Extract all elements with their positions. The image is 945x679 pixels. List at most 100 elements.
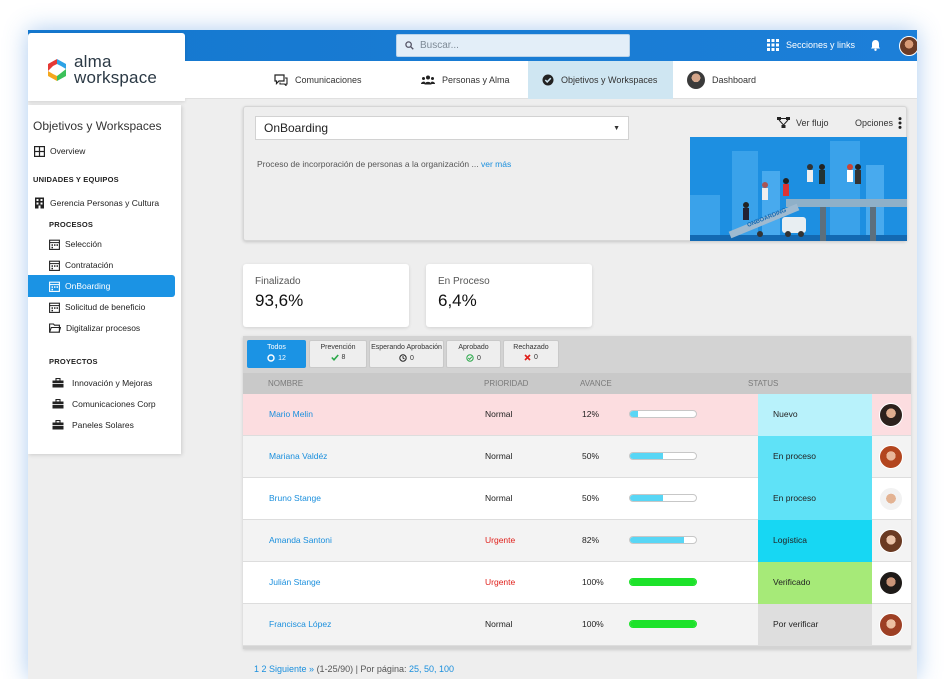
person-name-link[interactable]: Amanda Santoni bbox=[269, 535, 332, 545]
filter-label: Prevención bbox=[320, 344, 356, 351]
stat-finalizado: Finalizado 93,6% bbox=[243, 264, 409, 327]
calendar-icon bbox=[49, 239, 60, 250]
filter-aprobado[interactable]: Aprobado 0 bbox=[446, 340, 501, 368]
filter-label: Rechazado bbox=[513, 344, 549, 351]
user-avatar[interactable] bbox=[899, 36, 917, 56]
sidebar-item-overview[interactable]: Overview bbox=[28, 140, 175, 162]
table-row[interactable]: Mariana Valdéz Normal 50% En proceso bbox=[243, 436, 911, 478]
progress-fill bbox=[630, 621, 696, 627]
sidebar: Objetivos y Workspaces Overview UNIDADES… bbox=[28, 105, 181, 454]
sidebar-item-digitalizar[interactable]: Digitalizar procesos bbox=[28, 317, 175, 339]
calendar-icon bbox=[49, 281, 60, 292]
status-badge: Nuevo bbox=[758, 394, 872, 436]
project-select[interactable]: OnBoarding ▼ bbox=[255, 116, 629, 140]
filter-label: Esperando Aprobación bbox=[371, 344, 442, 351]
priority-text: Normal bbox=[485, 451, 513, 461]
processes-heading: PROCESOS bbox=[49, 220, 94, 229]
person-name-link[interactable]: Bruno Stange bbox=[269, 493, 321, 503]
filter-count: 0 bbox=[534, 354, 538, 361]
status-badge: Por verificar bbox=[758, 604, 872, 646]
priority-text: Normal bbox=[485, 619, 513, 629]
sidebar-item-label: Gerencia Personas y Cultura bbox=[50, 198, 160, 208]
sidebar-item-solicitud[interactable]: Solicitud de beneficio bbox=[28, 296, 175, 318]
search-input[interactable]: Buscar... bbox=[396, 34, 630, 57]
ver-flujo-button[interactable]: Ver flujo bbox=[777, 117, 829, 128]
filter-label: Todos bbox=[267, 344, 286, 351]
table-row[interactable]: Mario Melin Normal 12% Nuevo bbox=[243, 394, 911, 436]
tab-label: Dashboard bbox=[712, 75, 757, 85]
person-name-link[interactable]: Julián Stange bbox=[269, 577, 321, 587]
avatar[interactable] bbox=[879, 613, 903, 637]
table-row[interactable]: Francisca López Normal 100% Por verifica… bbox=[243, 604, 911, 646]
table-header: NOMBRE PRIORIDAD AVANCE STATUS bbox=[243, 373, 911, 394]
ver-mas-link[interactable]: ver más bbox=[480, 159, 512, 169]
table-row[interactable]: Amanda Santoni Urgente 82% Logística bbox=[243, 520, 911, 562]
tab-personas-alma[interactable]: Personas y Alma bbox=[407, 61, 524, 99]
filter-prevencion[interactable]: Prevención 8 bbox=[309, 340, 367, 368]
project-description-text: Proceso de incorporación de personas a l… bbox=[257, 159, 479, 169]
progress-bar bbox=[629, 494, 697, 502]
tab-dashboard[interactable]: Dashboard bbox=[673, 61, 770, 99]
filter-rechazado[interactable]: Rechazado 0 bbox=[503, 340, 559, 368]
column-header-progress[interactable]: AVANCE bbox=[580, 379, 612, 388]
progress-fill bbox=[630, 411, 638, 417]
flow-icon bbox=[777, 117, 790, 128]
progress-text: 100% bbox=[582, 577, 604, 587]
bell-icon[interactable] bbox=[870, 39, 881, 51]
progress-text: 50% bbox=[582, 493, 600, 503]
project-description: Proceso de incorporación de personas a l… bbox=[257, 159, 511, 169]
column-header-status[interactable]: STATUS bbox=[748, 379, 779, 388]
priority-text: Normal bbox=[485, 409, 513, 419]
stat-label: Finalizado bbox=[255, 276, 301, 287]
sections-links-label: Secciones y links bbox=[786, 40, 856, 50]
avatar[interactable] bbox=[879, 571, 903, 595]
sidebar-item-innovacion[interactable]: Innovación y Mejoras bbox=[28, 372, 175, 394]
filter-esperando-aprobacion[interactable]: Esperando Aprobación 0 bbox=[369, 340, 444, 368]
status-badge: En proceso bbox=[758, 478, 872, 520]
sidebar-item-contratacion[interactable]: Contratación bbox=[28, 254, 175, 276]
stat-value: 6,4% bbox=[438, 291, 477, 310]
filter-label: Aprobado bbox=[458, 344, 489, 351]
units-heading: UNIDADES Y EQUIPOS bbox=[33, 175, 119, 184]
person-name-link[interactable]: Francisca López bbox=[269, 619, 332, 629]
sidebar-item-label: Comunicaciones Corp bbox=[72, 399, 156, 409]
avatar[interactable] bbox=[879, 445, 903, 469]
table-row[interactable]: Bruno Stange Normal 50% En proceso bbox=[243, 478, 911, 520]
filter-count: 12 bbox=[278, 354, 286, 362]
logo-text-alma: alma bbox=[74, 52, 112, 71]
sidebar-item-gerencia[interactable]: Gerencia Personas y Cultura bbox=[28, 192, 175, 214]
stat-value: 93,6% bbox=[255, 291, 304, 310]
search-placeholder: Buscar... bbox=[420, 40, 459, 51]
sidebar-title: Objetivos y Workspaces bbox=[33, 119, 162, 133]
opciones-button[interactable]: Opciones bbox=[855, 117, 902, 129]
tab-comunicaciones[interactable]: Comunicaciones bbox=[260, 61, 376, 99]
person-name-link[interactable]: Mario Melin bbox=[269, 409, 313, 419]
sidebar-item-comunicaciones-corp[interactable]: Comunicaciones Corp bbox=[28, 393, 175, 415]
pagination-range: (1-25/90) | Por página: bbox=[316, 664, 407, 674]
chat-icon bbox=[274, 74, 288, 86]
column-header-name[interactable]: NOMBRE bbox=[268, 379, 304, 388]
filter-todos[interactable]: Todos 12 bbox=[247, 340, 306, 368]
tab-objetivos-workspaces[interactable]: Objetivos y Workspaces bbox=[528, 61, 673, 99]
table-row[interactable]: Julián Stange Urgente 100% Verificado bbox=[243, 562, 911, 604]
person-name-link[interactable]: Mariana Valdéz bbox=[269, 451, 328, 461]
sidebar-item-seleccion[interactable]: Selección bbox=[28, 233, 175, 255]
pagination-pages-link[interactable]: 1 2 Siguiente » bbox=[254, 664, 315, 674]
avatar[interactable] bbox=[879, 403, 903, 427]
avatar[interactable] bbox=[879, 487, 903, 511]
sidebar-item-onboarding[interactable]: OnBoarding bbox=[28, 275, 175, 297]
sections-links-button[interactable]: Secciones y links bbox=[767, 39, 855, 51]
column-header-priority[interactable]: PRIORIDAD bbox=[484, 379, 529, 388]
page-size-links[interactable]: 25, 50, 100 bbox=[408, 664, 455, 674]
progress-bar bbox=[629, 620, 697, 628]
sidebar-item-paneles-solares[interactable]: Paneles Solares bbox=[28, 414, 175, 436]
folder-icon bbox=[49, 323, 61, 333]
avatar[interactable] bbox=[879, 529, 903, 553]
project-card: OnBoarding ▼ Proceso de incorporación de… bbox=[243, 106, 907, 241]
main-tabs: Comunicaciones Personas y Alma Objetivos… bbox=[185, 61, 917, 99]
status-badge: En proceso bbox=[758, 436, 872, 478]
briefcase-icon bbox=[52, 420, 64, 430]
people-icon bbox=[421, 75, 435, 85]
priority-text: Urgente bbox=[485, 535, 516, 545]
ver-flujo-label: Ver flujo bbox=[796, 117, 829, 128]
